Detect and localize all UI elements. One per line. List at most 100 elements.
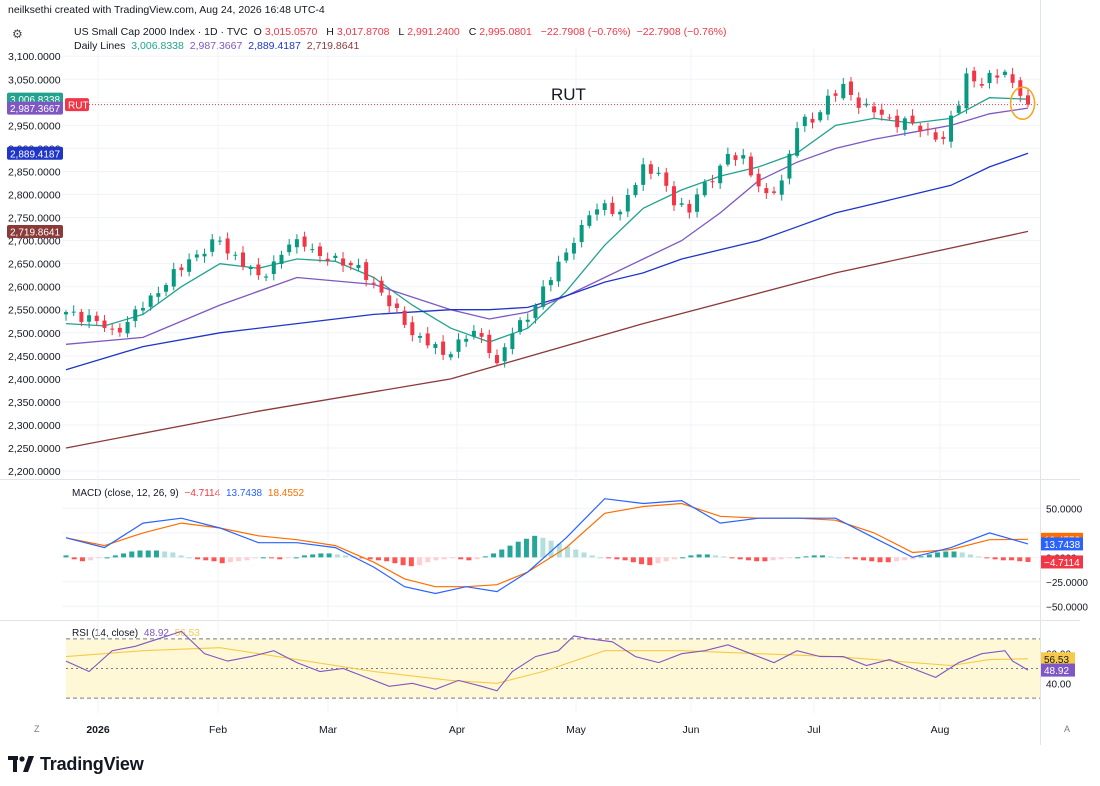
price-tick-label: 2,600.0000: [8, 282, 61, 294]
candle-body: [418, 336, 423, 338]
candle-body: [387, 295, 392, 307]
histogram-bar: [1000, 557, 1006, 561]
price-tick-label: 2,450.0000: [8, 351, 61, 363]
candle-body: [818, 112, 823, 121]
ohlc-open: O 3,015.0570: [253, 26, 318, 38]
candle-body: [741, 155, 746, 159]
macd-tick-label: 50.0000: [1046, 504, 1083, 515]
macd-legend-hist: −4.7114: [184, 488, 221, 499]
price-tick-label: 2,550.0000: [8, 305, 61, 317]
candle-body: [502, 347, 507, 362]
daily-line-value-2: 2,987.3667: [189, 40, 243, 52]
price-tag-label: 2,987.3667: [10, 104, 60, 115]
histogram-bar: [433, 557, 439, 561]
histogram-bar: [359, 557, 365, 559]
histogram-bar: [967, 554, 973, 558]
histogram-bar: [819, 555, 825, 558]
grid-lines: [62, 48, 1040, 713]
candle-body: [102, 320, 107, 328]
candle-body: [394, 303, 399, 309]
histogram-bar: [926, 554, 932, 558]
histogram-bar: [285, 557, 291, 559]
candle-body: [787, 153, 792, 179]
histogram-bar: [532, 535, 538, 558]
candle-body: [133, 309, 138, 321]
price-tick-label: 2,250.0000: [8, 443, 61, 455]
histogram-bar: [606, 557, 612, 559]
candle-body: [156, 293, 161, 297]
price-tick-label: 2,200.0000: [8, 466, 61, 478]
price-tick-label: 2,800.0000: [8, 190, 61, 202]
ohlc-change: −22.7908 (−0.76%): [540, 26, 631, 38]
rsi-legend[interactable]: RSI (14, close) 48.92 56.53: [72, 628, 203, 639]
histogram-bar: [71, 557, 77, 560]
candle-body: [579, 225, 584, 243]
candle-body: [856, 97, 861, 108]
candle-body: [833, 93, 838, 96]
candle-body: [895, 115, 900, 128]
candle-body: [264, 276, 269, 278]
chart-canvas[interactable]: 2,200.0000 2,250.0000 2,300.0000 2,350.0000…: [0, 0, 1100, 745]
macd-tag-label: −4.7114: [1044, 558, 1080, 569]
price-tick-label: 3,050.0000: [8, 74, 61, 86]
candle-body: [756, 173, 761, 187]
histogram-bar: [260, 557, 266, 559]
candle-body: [725, 153, 730, 165]
price-tick-label: 2,300.0000: [8, 420, 61, 432]
macd-legend-label: MACD (close, 12, 26, 9): [72, 488, 179, 499]
rsi-tag: [1041, 652, 1075, 666]
candle-body: [225, 238, 230, 254]
candle-body: [1026, 95, 1030, 105]
histogram-bar: [573, 549, 579, 558]
candle-body: [933, 132, 938, 140]
last-value-tags: 2,995.0801RUT3,006.83382,987.36672,889.4…: [7, 92, 1083, 677]
histogram-bar: [852, 557, 858, 560]
candle-body: [441, 341, 446, 355]
settings-gear-icon[interactable]: ⚙: [12, 27, 23, 41]
histogram-bar: [499, 549, 505, 558]
histogram-bar: [104, 557, 110, 559]
candle-body: [164, 285, 169, 292]
histogram-bar: [153, 550, 159, 558]
candle-body: [464, 338, 469, 342]
candle-body: [210, 239, 215, 252]
moving-average-line: [65, 230, 1029, 449]
candle-body: [533, 305, 538, 319]
histogram-bar: [976, 556, 982, 558]
candle-body: [687, 203, 692, 213]
histogram-bar: [384, 557, 390, 562]
moving-average-lines: [65, 97, 1029, 449]
histogram-bar: [277, 557, 283, 560]
zoom-toggle[interactable]: Z: [34, 724, 40, 734]
candle-body: [317, 246, 322, 257]
price-tick-label: 2,950.0000: [8, 120, 61, 132]
y-axis-labels: 2,200.0000 2,250.0000 2,300.0000 2,350.0000…: [8, 51, 1088, 690]
histogram-bar: [992, 557, 998, 560]
histogram-bar: [392, 557, 398, 564]
histogram-bar: [540, 537, 546, 558]
histogram-bar: [811, 555, 817, 558]
symbol-title[interactable]: US Small Cap 2000 Index · 1D · TVC: [74, 26, 248, 38]
daily-lines-legend[interactable]: Daily Lines 3,006.8338 2,987.3667 2,889.…: [74, 40, 362, 52]
highlight-circle: [1009, 86, 1036, 121]
histogram-bar: [630, 557, 636, 563]
histogram-bar: [367, 557, 373, 560]
candle-body: [718, 165, 723, 184]
histogram-bar: [162, 551, 168, 558]
daily-line-value-4: 2,719.8641: [306, 40, 360, 52]
histogram-bar: [408, 557, 414, 567]
candle-body: [987, 72, 992, 84]
auto-scale-toggle[interactable]: A: [1064, 724, 1071, 734]
x-tick-label: Jul: [807, 724, 820, 736]
histogram-bar: [310, 554, 316, 558]
macd-legend[interactable]: MACD (close, 12, 26, 9) −4.7114 13.7438 …: [72, 488, 307, 499]
histogram-bar: [885, 557, 891, 563]
ohlc-high: H 3,017.8708: [326, 26, 390, 38]
histogram-bar: [737, 557, 743, 560]
price-tick-label: 2,750.0000: [8, 213, 61, 225]
macd-tag-label: 13.7438: [1044, 540, 1081, 551]
candle-body: [671, 186, 676, 206]
histogram-bar: [326, 553, 332, 558]
histogram-bar: [622, 557, 628, 561]
macd-tick-label: −50.0000: [1046, 602, 1088, 613]
